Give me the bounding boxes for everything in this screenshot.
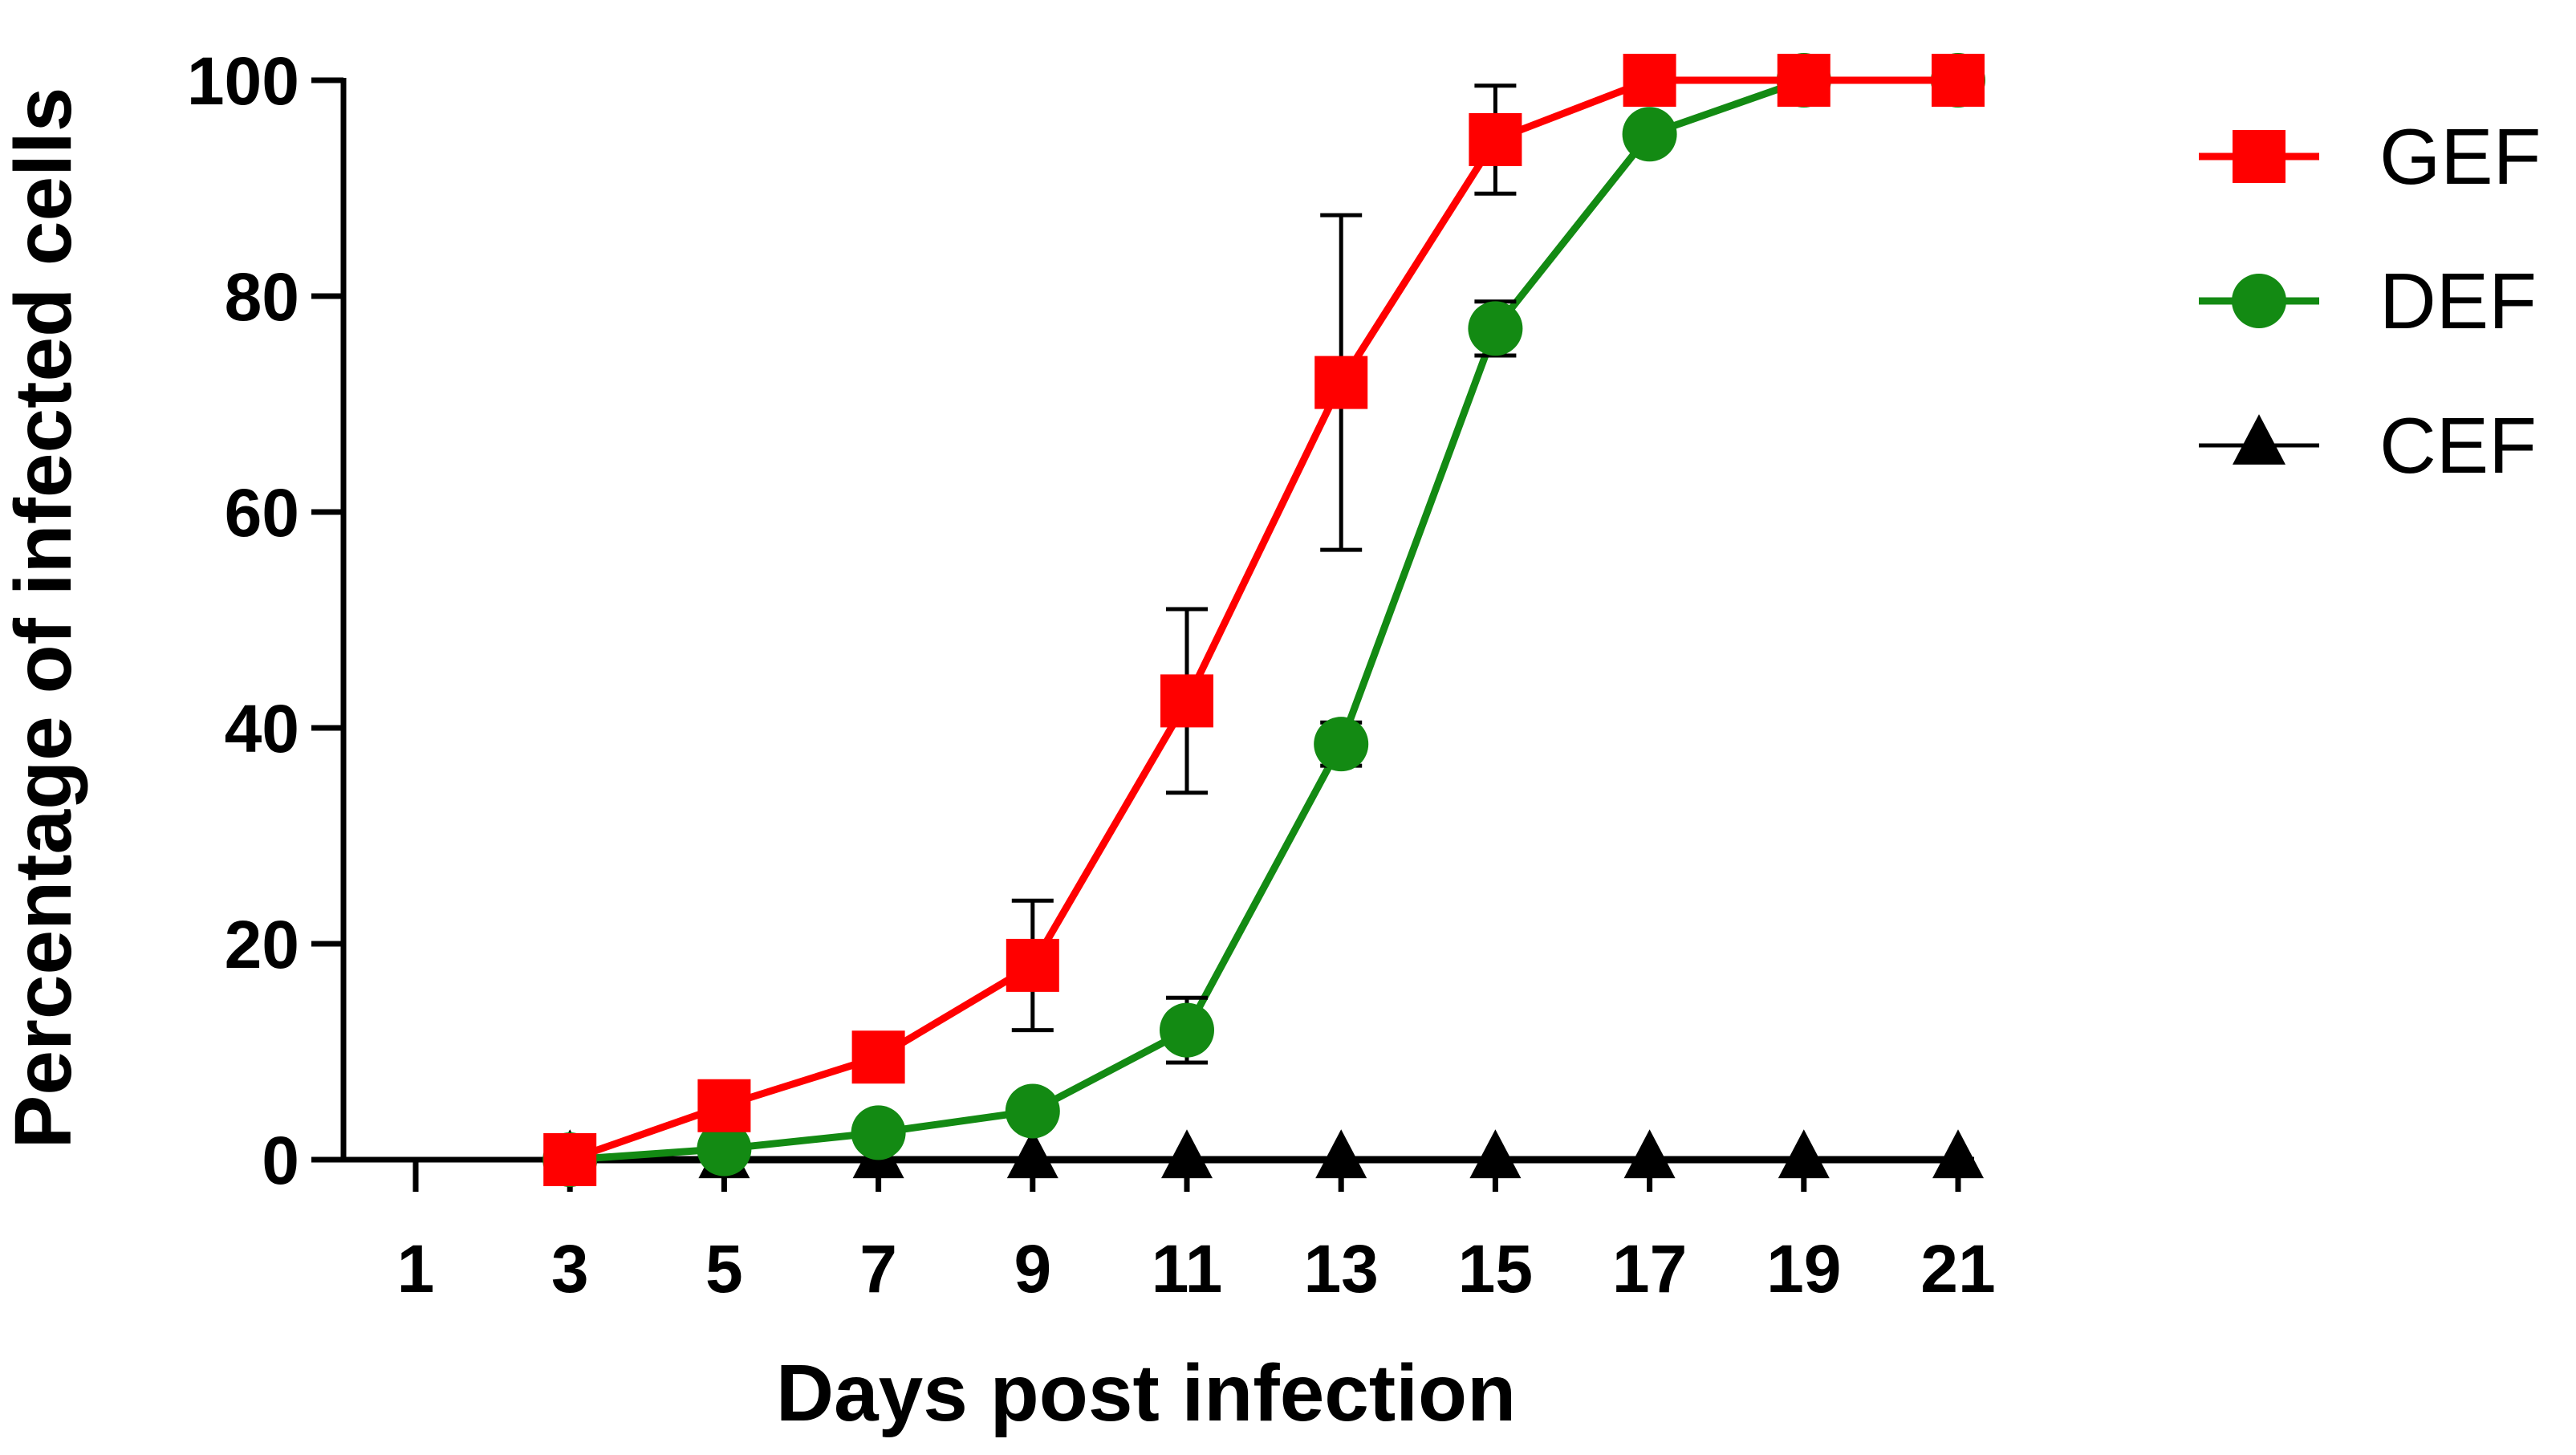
data-point bbox=[1315, 1129, 1367, 1179]
data-point bbox=[1006, 1129, 1058, 1179]
data-point bbox=[1160, 674, 1213, 728]
series-layer bbox=[542, 53, 1985, 1187]
data-point bbox=[1932, 1129, 1984, 1179]
x-tick-label: 5 bbox=[705, 1231, 743, 1307]
legend: GEF DEF CEF bbox=[2199, 112, 2541, 490]
data-point bbox=[1623, 54, 1676, 107]
legend-marker bbox=[2233, 130, 2285, 183]
data-point bbox=[851, 1030, 905, 1084]
x-tick-label: 17 bbox=[1612, 1231, 1687, 1307]
series-gef bbox=[543, 54, 1985, 1186]
x-axis-title: Days post infection bbox=[776, 1348, 1516, 1438]
y-axis-title: Percentage of infected cells bbox=[0, 87, 88, 1149]
data-point bbox=[1468, 301, 1523, 356]
data-point bbox=[697, 1079, 751, 1132]
legend-item-gef: GEF bbox=[2199, 112, 2541, 201]
legend-label: GEF bbox=[2379, 112, 2541, 201]
data-point bbox=[1160, 1002, 1214, 1058]
data-point bbox=[1005, 1083, 1060, 1139]
data-point bbox=[1314, 717, 1369, 772]
data-point bbox=[1778, 1129, 1830, 1179]
series-line bbox=[569, 76, 1958, 1164]
series-def bbox=[542, 53, 1985, 1187]
series-cef bbox=[544, 1129, 1984, 1179]
data-point bbox=[1623, 1129, 1676, 1179]
x-tick-label: 21 bbox=[1920, 1231, 1995, 1307]
x-tick-label: 19 bbox=[1766, 1231, 1841, 1307]
legend-marker bbox=[2233, 414, 2285, 465]
data-point bbox=[1777, 54, 1830, 107]
data-point bbox=[1314, 356, 1368, 409]
data-point bbox=[1006, 938, 1059, 992]
legend-label: DEF bbox=[2379, 257, 2537, 345]
data-point bbox=[697, 1121, 752, 1177]
x-tick-label: 1 bbox=[397, 1231, 435, 1307]
legend-marker bbox=[2232, 274, 2286, 328]
x-tick-label: 11 bbox=[1152, 1231, 1223, 1307]
legend-label: CEF bbox=[2379, 401, 2537, 490]
data-point bbox=[543, 1133, 597, 1186]
y-tick-label: 60 bbox=[225, 475, 299, 551]
x-tick-label: 3 bbox=[551, 1231, 589, 1307]
x-tick-label: 15 bbox=[1458, 1231, 1533, 1307]
data-point bbox=[1622, 107, 1677, 162]
y-tick-label: 20 bbox=[225, 907, 299, 982]
data-point bbox=[1161, 1129, 1213, 1179]
x-tick-label: 13 bbox=[1303, 1231, 1378, 1307]
series-line bbox=[568, 76, 1958, 1164]
y-tick-label: 40 bbox=[225, 691, 299, 766]
data-point bbox=[851, 1105, 906, 1160]
legend-item-cef: CEF bbox=[2199, 401, 2537, 490]
data-point bbox=[1469, 112, 1522, 166]
y-tick-label: 0 bbox=[262, 1123, 299, 1198]
y-tick-label: 80 bbox=[225, 259, 299, 335]
legend-item-def: DEF bbox=[2199, 257, 2537, 345]
data-point bbox=[1469, 1129, 1522, 1179]
x-tick-label: 9 bbox=[1014, 1231, 1051, 1307]
y-tick-label: 100 bbox=[187, 43, 299, 119]
x-tick-label: 7 bbox=[859, 1231, 897, 1307]
data-point bbox=[1932, 54, 1985, 107]
